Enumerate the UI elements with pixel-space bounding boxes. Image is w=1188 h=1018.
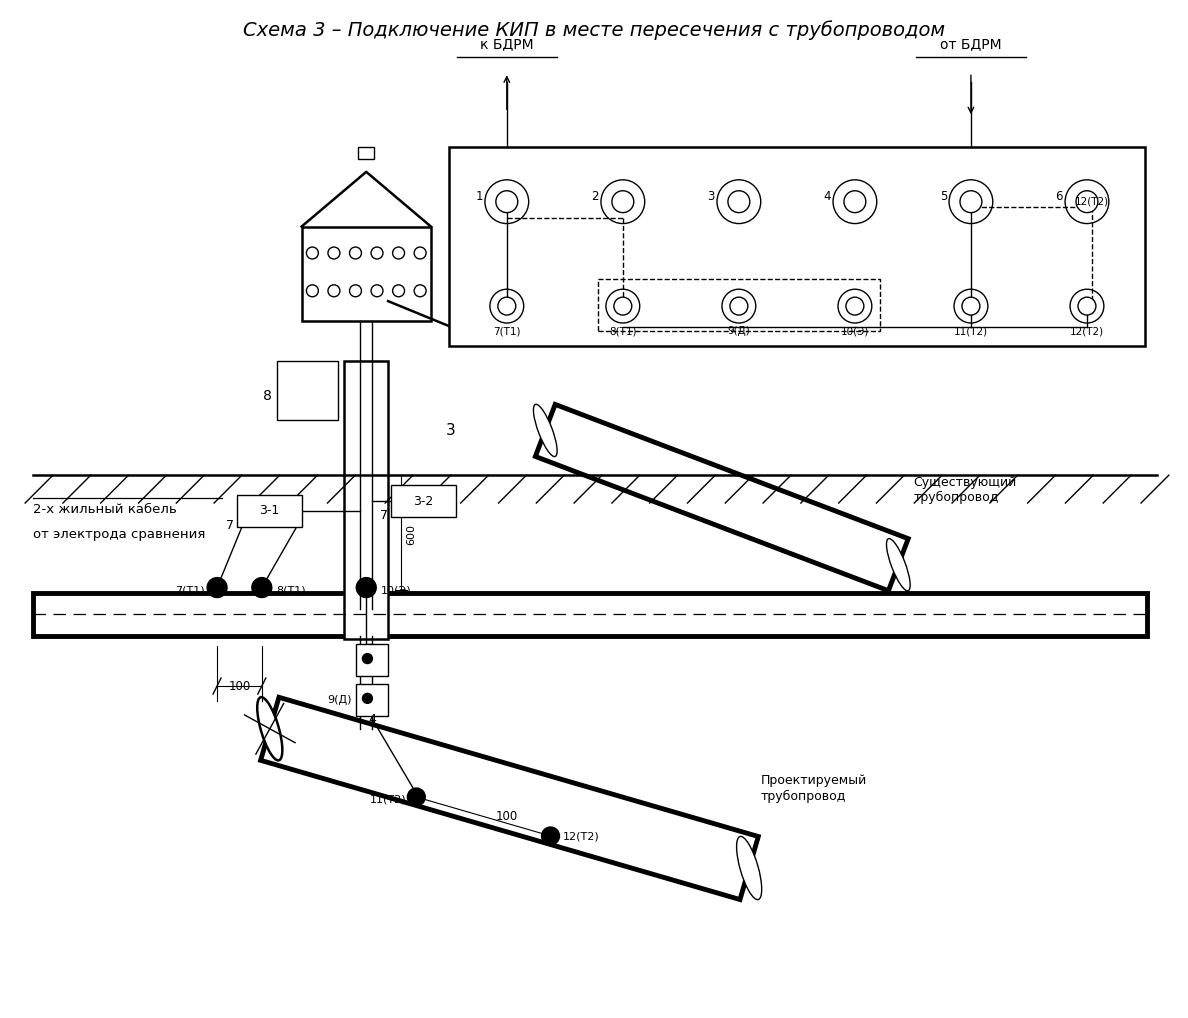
Circle shape	[307, 247, 318, 259]
Text: 12(Т2): 12(Т2)	[562, 831, 599, 841]
Circle shape	[349, 247, 361, 259]
Text: 3: 3	[446, 422, 455, 438]
Circle shape	[1066, 180, 1108, 224]
Bar	[598, 279, 880, 331]
Circle shape	[349, 285, 361, 297]
Circle shape	[489, 289, 524, 323]
Bar	[359, 147, 374, 159]
Circle shape	[356, 577, 377, 598]
Bar	[356, 684, 388, 716]
Circle shape	[307, 285, 318, 297]
Circle shape	[614, 297, 632, 315]
Ellipse shape	[737, 837, 762, 900]
Circle shape	[392, 285, 405, 297]
Text: 7: 7	[380, 509, 388, 522]
Text: 5: 5	[940, 190, 947, 204]
Bar	[449, 147, 1145, 346]
Ellipse shape	[258, 697, 283, 760]
Bar	[33, 592, 1146, 636]
Circle shape	[495, 190, 518, 213]
Text: 4: 4	[823, 190, 832, 204]
Circle shape	[718, 180, 760, 224]
Text: 8(Т1): 8(Т1)	[609, 326, 637, 336]
Text: 12(Т2): 12(Т2)	[1070, 326, 1104, 336]
Text: 11(Т2): 11(Т2)	[954, 326, 988, 336]
Text: Проектируемый
трубопровод: Проектируемый трубопровод	[762, 775, 867, 802]
Circle shape	[1070, 289, 1104, 323]
Circle shape	[542, 827, 560, 845]
Text: 8: 8	[263, 389, 272, 403]
Text: 2: 2	[592, 190, 599, 204]
Circle shape	[392, 247, 405, 259]
Text: от БДРМ: от БДРМ	[940, 38, 1001, 52]
Text: 3: 3	[708, 190, 715, 204]
Circle shape	[1078, 297, 1095, 315]
Circle shape	[1076, 190, 1098, 213]
Circle shape	[949, 180, 993, 224]
Text: 7(Т1): 7(Т1)	[176, 585, 206, 596]
Text: 2-х жильный кабель: 2-х жильный кабель	[33, 504, 177, 516]
Polygon shape	[260, 697, 758, 900]
Bar	[391, 486, 456, 517]
Circle shape	[407, 788, 425, 806]
Ellipse shape	[886, 539, 910, 590]
Text: от электрода сравнения: от электрода сравнения	[33, 528, 206, 542]
Circle shape	[362, 693, 372, 703]
Circle shape	[833, 180, 877, 224]
Text: 100: 100	[497, 809, 518, 823]
Circle shape	[838, 289, 872, 323]
Circle shape	[207, 577, 227, 598]
Text: 8(Т1): 8(Т1)	[277, 585, 307, 596]
Circle shape	[729, 297, 747, 315]
Circle shape	[612, 190, 633, 213]
Circle shape	[415, 285, 426, 297]
Circle shape	[954, 289, 988, 323]
Text: 100: 100	[228, 680, 251, 692]
Text: 12(Т2): 12(Т2)	[1075, 196, 1108, 207]
Polygon shape	[536, 404, 909, 590]
Circle shape	[371, 247, 383, 259]
Text: 4: 4	[368, 713, 377, 726]
Ellipse shape	[533, 404, 557, 457]
Circle shape	[485, 180, 529, 224]
Text: 3-1: 3-1	[259, 505, 279, 517]
Circle shape	[498, 297, 516, 315]
Circle shape	[328, 247, 340, 259]
Bar	[302, 227, 431, 321]
Text: 7: 7	[226, 519, 234, 531]
Circle shape	[371, 285, 383, 297]
Circle shape	[328, 285, 340, 297]
Text: Схема 3 – Подключение КИП в месте пересечения с трубопроводом: Схема 3 – Подключение КИП в месте пересе…	[242, 20, 946, 41]
Bar	[345, 360, 388, 639]
Text: 10(Э): 10(Э)	[841, 326, 870, 336]
Circle shape	[843, 190, 866, 213]
Circle shape	[728, 190, 750, 213]
Text: 6: 6	[1056, 190, 1063, 204]
Circle shape	[601, 180, 645, 224]
Bar	[236, 495, 302, 527]
Text: к БДРМ: к БДРМ	[480, 38, 533, 52]
Text: 600: 600	[406, 524, 416, 546]
Text: 1: 1	[475, 190, 484, 204]
Circle shape	[606, 289, 640, 323]
Bar	[277, 360, 339, 420]
Text: 10(Э): 10(Э)	[381, 585, 412, 596]
Text: 11(Т2): 11(Т2)	[369, 795, 406, 805]
Circle shape	[722, 289, 756, 323]
Circle shape	[362, 654, 372, 664]
Text: 3-2: 3-2	[413, 495, 434, 508]
Circle shape	[962, 297, 980, 315]
Circle shape	[960, 190, 981, 213]
Bar	[356, 644, 388, 676]
Text: 7(Т1): 7(Т1)	[493, 326, 520, 336]
Text: 9(Д): 9(Д)	[327, 695, 352, 705]
Circle shape	[252, 577, 272, 598]
Circle shape	[415, 247, 426, 259]
Text: Существующий
трубопровод: Существующий трубопровод	[914, 476, 1017, 504]
Text: 9(Д): 9(Д)	[727, 326, 751, 336]
Circle shape	[846, 297, 864, 315]
